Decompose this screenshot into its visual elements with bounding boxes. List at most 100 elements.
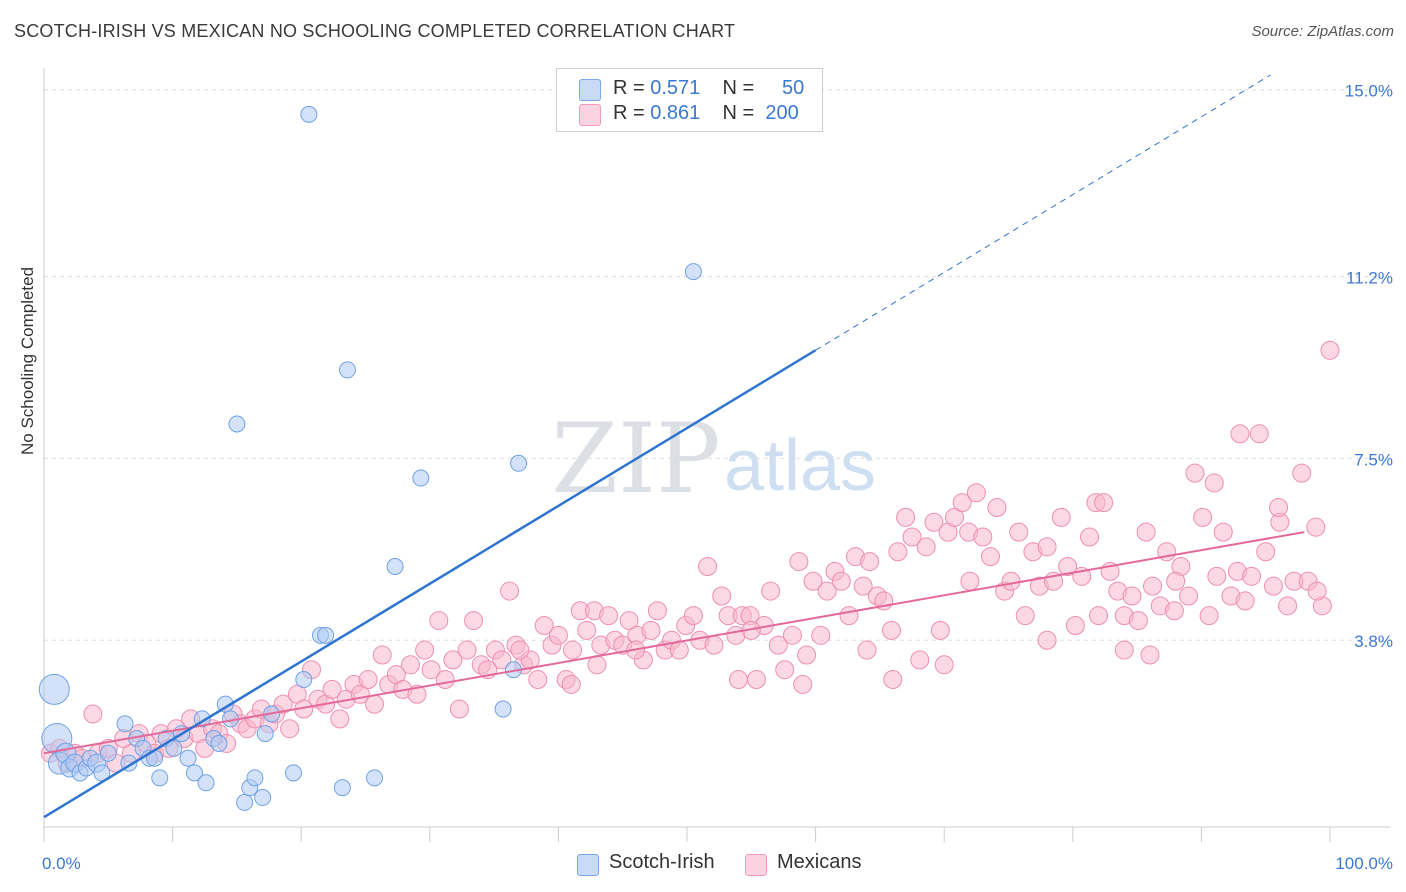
point-mexicans: [775, 660, 795, 680]
point-scotch-irish: [179, 749, 197, 767]
point-scotch-irish: [228, 415, 246, 433]
chart-title: SCOTCH-IRISH VS MEXICAN NO SCHOOLING COM…: [14, 21, 736, 41]
point-mexicans: [857, 640, 877, 660]
point-scotch-irish: [254, 789, 272, 807]
bottom-legend-label-mexicans: Mexicans: [777, 851, 862, 873]
point-mexicans: [1140, 645, 1160, 665]
point-mexicans: [322, 679, 342, 699]
point-mexicans: [1065, 615, 1085, 635]
point-mexicans: [577, 620, 597, 640]
watermark-atlas: atlas: [724, 426, 876, 506]
point-mexicans: [1185, 463, 1205, 483]
point-mexicans: [728, 670, 748, 690]
point-mexicans: [421, 660, 441, 680]
point-mexicans: [83, 704, 103, 724]
x-tick-label-min: 0.0%: [42, 854, 81, 873]
point-mexicans: [712, 586, 732, 606]
bottom-legend-label-scotch-irish: Scotch-Irish: [609, 851, 715, 873]
point-mexicans: [910, 650, 930, 670]
point-scotch-irish: [165, 739, 183, 757]
point-mexicans: [561, 674, 581, 694]
point-scotch-irish: [386, 558, 404, 576]
point-mexicans: [793, 674, 813, 694]
point-mexicans: [435, 670, 455, 690]
point-mexicans: [683, 606, 703, 626]
legend-n-value: 200: [765, 102, 799, 124]
point-mexicans: [1230, 424, 1250, 444]
point-mexicans: [1292, 463, 1312, 483]
point-mexicans: [980, 547, 1000, 567]
point-mexicans: [704, 635, 724, 655]
point-mexicans: [401, 655, 421, 675]
point-mexicans: [647, 601, 667, 621]
point-scotch-irish: [284, 764, 302, 782]
point-mexicans: [563, 640, 583, 660]
point-mexicans: [548, 625, 568, 645]
point-mexicans: [1136, 522, 1156, 542]
point-mexicans: [1094, 493, 1114, 513]
legend-swatch-scotch-irish: [579, 79, 601, 101]
point-mexicans: [443, 650, 463, 670]
point-mexicans: [372, 645, 392, 665]
point-mexicans: [619, 611, 639, 631]
point-mexicans: [860, 552, 880, 572]
point-mexicans: [273, 694, 293, 714]
point-mexicans: [896, 507, 916, 527]
point-mexicans: [1235, 591, 1255, 611]
point-mexicans: [881, 620, 901, 640]
point-mexicans: [831, 571, 851, 591]
point-mexicans: [934, 655, 954, 675]
point-scotch-irish: [300, 105, 318, 123]
point-scotch-irish: [99, 744, 117, 762]
point-mexicans: [902, 527, 922, 547]
point-scotch-irish: [338, 361, 356, 379]
point-scotch-irish: [185, 764, 203, 782]
point-scotch-irish: [684, 263, 702, 281]
y-axis-label: No Schooling Completed: [18, 266, 37, 455]
trendline-mexicans: [43, 531, 1305, 755]
point-mexicans: [761, 581, 781, 601]
point-mexicans: [883, 670, 903, 690]
point-scotch-irish: [494, 700, 512, 718]
point-mexicans: [1058, 557, 1078, 577]
point-scotch-irish: [412, 469, 430, 487]
point-mexicans: [1213, 522, 1233, 542]
point-mexicans: [1143, 576, 1163, 596]
point-scotch-irish: [151, 769, 169, 787]
point-mexicans: [457, 640, 477, 660]
point-scotch-irish: [510, 454, 528, 472]
point-mexicans: [1089, 606, 1109, 626]
point-mexicans: [358, 670, 378, 690]
point-mexicans: [966, 483, 986, 503]
point-mexicans: [365, 694, 385, 714]
point-mexicans: [853, 576, 873, 596]
point-mexicans: [1128, 611, 1148, 631]
point-mexicans: [1080, 527, 1100, 547]
point-mexicans: [510, 640, 530, 660]
point-scotch-irish: [295, 671, 313, 689]
point-mexicans: [1037, 537, 1057, 557]
point-mexicans: [1001, 571, 1021, 591]
point-mexicans: [528, 670, 548, 690]
point-mexicans: [1256, 542, 1276, 562]
point-mexicans: [330, 709, 350, 729]
point-mexicans: [1051, 507, 1071, 527]
legend-n-label: N =: [722, 77, 755, 99]
point-mexicans: [1037, 630, 1057, 650]
point-mexicans: [916, 537, 936, 557]
point-mexicans: [698, 557, 718, 577]
trendline-scotch-irish-extension: [815, 74, 1271, 351]
point-scotch-irish: [116, 715, 134, 733]
point-scotch-irish: [210, 734, 228, 752]
point-scotch-irish: [256, 725, 274, 743]
point-mexicans: [817, 581, 837, 601]
point-mexicans: [1306, 517, 1326, 537]
point-scotch-irish: [197, 774, 215, 792]
point-mexicans: [973, 527, 993, 547]
legend-r-label: R =: [613, 77, 645, 99]
legend-n-value: 50: [782, 77, 805, 99]
point-mexicans: [944, 507, 964, 527]
point-mexicans: [1207, 566, 1227, 586]
point-mexicans: [960, 571, 980, 591]
point-mexicans: [449, 699, 469, 719]
